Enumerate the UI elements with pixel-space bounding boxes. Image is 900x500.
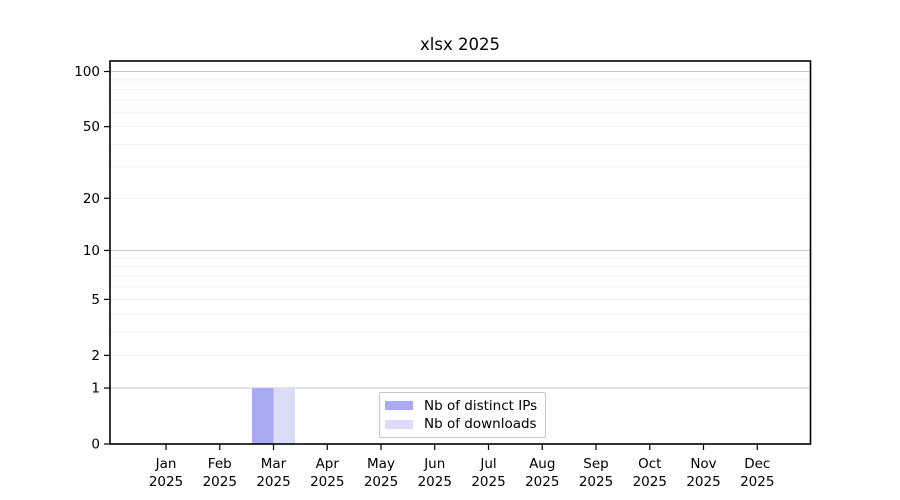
plot-border xyxy=(109,60,812,445)
x-tick-label-month: Jun xyxy=(423,456,445,472)
x-tick-label-month: Apr xyxy=(316,456,340,472)
y-tick-label: 100 xyxy=(74,64,100,80)
x-tick-label-year: 2025 xyxy=(203,474,237,490)
x-tick-label-year: 2025 xyxy=(149,474,183,490)
x-tick-label-month: Oct xyxy=(638,456,661,472)
x-tick-label-year: 2025 xyxy=(633,474,667,490)
legend-label-distinct-ips: Nb of distinct IPs xyxy=(424,397,538,414)
y-tick-label: 1 xyxy=(91,381,100,397)
x-tick-label-year: 2025 xyxy=(471,474,505,490)
legend-swatch-downloads xyxy=(385,419,413,429)
y-tick-label: 50 xyxy=(83,119,100,135)
y-tick-label: 2 xyxy=(91,348,100,364)
chart-title: xlsx 2025 xyxy=(420,35,500,54)
bar-distinct-ips xyxy=(252,388,274,444)
x-tick-label-month: Nov xyxy=(690,456,716,472)
legend-swatch-distinct-ips xyxy=(385,401,413,411)
x-tick-label-month: Jul xyxy=(479,456,496,472)
y-tick-label: 10 xyxy=(83,243,100,259)
x-tick-label-month: Aug xyxy=(529,456,555,472)
y-tick-label: 0 xyxy=(91,437,100,453)
x-tick-label-year: 2025 xyxy=(525,474,559,490)
x-tick-label-month: Sep xyxy=(583,456,608,472)
bar-downloads xyxy=(273,388,295,444)
legend: Nb of distinct IPs Nb of downloads xyxy=(379,392,546,438)
legend-item-downloads: Nb of downloads xyxy=(385,416,539,434)
x-tick-label-year: 2025 xyxy=(740,474,774,490)
x-tick-label-year: 2025 xyxy=(310,474,344,490)
y-tick-label: 5 xyxy=(91,292,100,308)
legend-label-downloads: Nb of downloads xyxy=(424,416,537,433)
x-tick-label-year: 2025 xyxy=(686,474,720,490)
x-tick-label-year: 2025 xyxy=(418,474,452,490)
y-tick-label: 20 xyxy=(83,191,100,207)
x-tick-label-month: Mar xyxy=(261,456,287,472)
x-tick-label-year: 2025 xyxy=(364,474,398,490)
x-tick-label-month: Feb xyxy=(208,456,232,472)
legend-item-distinct-ips: Nb of distinct IPs xyxy=(385,397,539,415)
x-tick-label-month: Dec xyxy=(744,456,770,472)
x-tick-label-month: May xyxy=(367,456,395,472)
x-tick-label-year: 2025 xyxy=(256,474,290,490)
x-tick-label-year: 2025 xyxy=(579,474,613,490)
x-tick-label-month: Jan xyxy=(155,456,177,472)
